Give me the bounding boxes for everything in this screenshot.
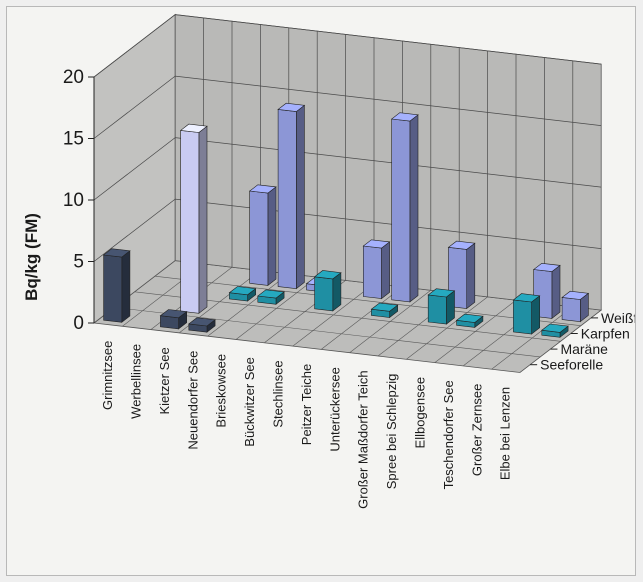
category-label: Brieskowsee [214, 354, 229, 428]
category-label: Unterückersee [327, 367, 342, 452]
category-label: Spree bei Schlepzig [384, 374, 399, 490]
bar-front [562, 297, 580, 321]
bar-karpfen-11 [428, 289, 454, 324]
bar-front [104, 255, 122, 322]
bar-front [428, 295, 446, 324]
y-tick-label: 0 [73, 313, 84, 334]
bar-front [278, 109, 296, 288]
category-label: Teschendorfer See [441, 380, 456, 489]
bar-side [382, 242, 390, 299]
bar-seeforelle-1 [104, 249, 130, 323]
bar-weißfisch-5 [278, 103, 304, 289]
bar-side [268, 187, 276, 286]
bar-side [333, 273, 341, 311]
chart-frame: 0 5 10 15 20 Grimnitzsee Werbellinsee Kietzer … [6, 6, 636, 576]
bar-weißfisch-15 [562, 291, 588, 322]
category-label: Elbe bei Lenzen [498, 387, 513, 480]
category-label: Großer Zernsee [469, 384, 484, 476]
bar-front [181, 130, 199, 313]
bar-side [296, 105, 304, 288]
y-tick-label: 5 [73, 252, 84, 273]
bar-side [532, 296, 540, 334]
category-labels: Grimnitzsee Werbellinsee Kietzer See Neuend… [100, 341, 513, 509]
category-label: Grimnitzsee [100, 341, 115, 410]
bar-side [467, 243, 475, 308]
category-label: Neuendorfer See [185, 351, 200, 450]
category-label: Werbellinsee [129, 344, 144, 419]
bar-front [392, 119, 410, 302]
y-tick-label: 20 [63, 67, 84, 88]
bar-side [199, 126, 207, 313]
series-label: Karpfen [581, 326, 630, 342]
bar-front [513, 300, 531, 334]
y-tick-labels: 0 5 10 15 20 [63, 67, 94, 334]
series-label: Seeforelle [540, 357, 603, 373]
bar-side [410, 115, 418, 302]
bar-front [315, 277, 333, 311]
bar-weißfisch-8 [363, 240, 389, 299]
category-label: Großer Maßdorfer Teich [356, 370, 371, 508]
category-label: Kietzer See [157, 347, 172, 414]
bar-karpfen-14 [513, 294, 539, 334]
bar-side [122, 251, 130, 322]
bar-front [363, 246, 381, 299]
y-tick-label: 15 [63, 129, 84, 150]
category-label: Stechlinsee [271, 360, 286, 427]
bar-weißfisch-4 [250, 185, 276, 286]
series-label: Weißfisch [601, 310, 635, 326]
y-tick-label: 10 [63, 190, 84, 211]
bar-side [552, 265, 560, 318]
bar-front [250, 191, 268, 285]
bar-weißfisch-9 [392, 113, 418, 302]
bar-karpfen-7 [315, 271, 341, 311]
bar-seeforelle-3 [160, 310, 186, 329]
bar-maräne-3 [181, 124, 207, 313]
category-label: Bückwitzer See [242, 357, 257, 447]
y-axis-label: Bq/kg (FM) [22, 213, 41, 301]
category-label: Ellbogensee [413, 377, 428, 449]
series-label: Maräne [560, 341, 608, 357]
category-label: Peitzer Teiche [299, 364, 314, 445]
bar-chart-3d: 0 5 10 15 20 Grimnitzsee Werbellinsee Kietzer … [7, 7, 635, 575]
